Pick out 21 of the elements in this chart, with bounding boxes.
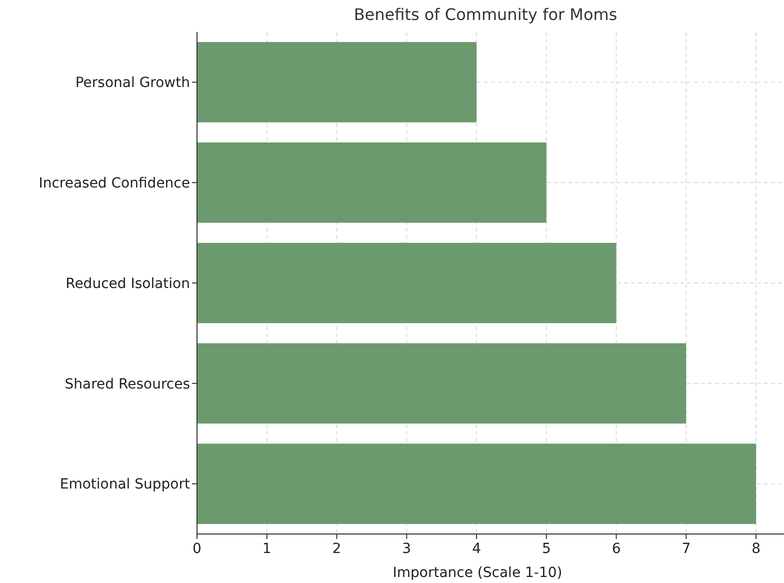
x-tick-label: 4 <box>472 541 482 557</box>
bar <box>197 242 616 324</box>
x-tick-label: 2 <box>332 541 342 557</box>
x-tick-label: 8 <box>752 541 761 557</box>
x-tick-label: 1 <box>262 541 272 557</box>
x-tick-label: 0 <box>192 541 202 557</box>
x-axis-title: Importance (Scale 1-10) <box>392 565 562 581</box>
y-tick-label: Increased Confidence <box>38 176 190 192</box>
y-tick-label: Emotional Support <box>60 476 190 493</box>
x-tick-label: 7 <box>682 541 691 557</box>
x-tick-label: 6 <box>612 541 621 557</box>
y-tick-label: Personal Growth <box>75 75 190 92</box>
bar <box>197 343 686 424</box>
x-tick-label: 5 <box>542 541 551 557</box>
y-tick-label: Shared Resources <box>64 376 190 392</box>
bar <box>197 444 756 524</box>
y-tick-label: Reduced Isolation <box>66 276 190 292</box>
chart-title: Benefits of Community for Moms <box>354 5 618 24</box>
x-tick-label: 3 <box>402 541 412 557</box>
bar <box>197 142 546 223</box>
bar <box>197 42 477 122</box>
